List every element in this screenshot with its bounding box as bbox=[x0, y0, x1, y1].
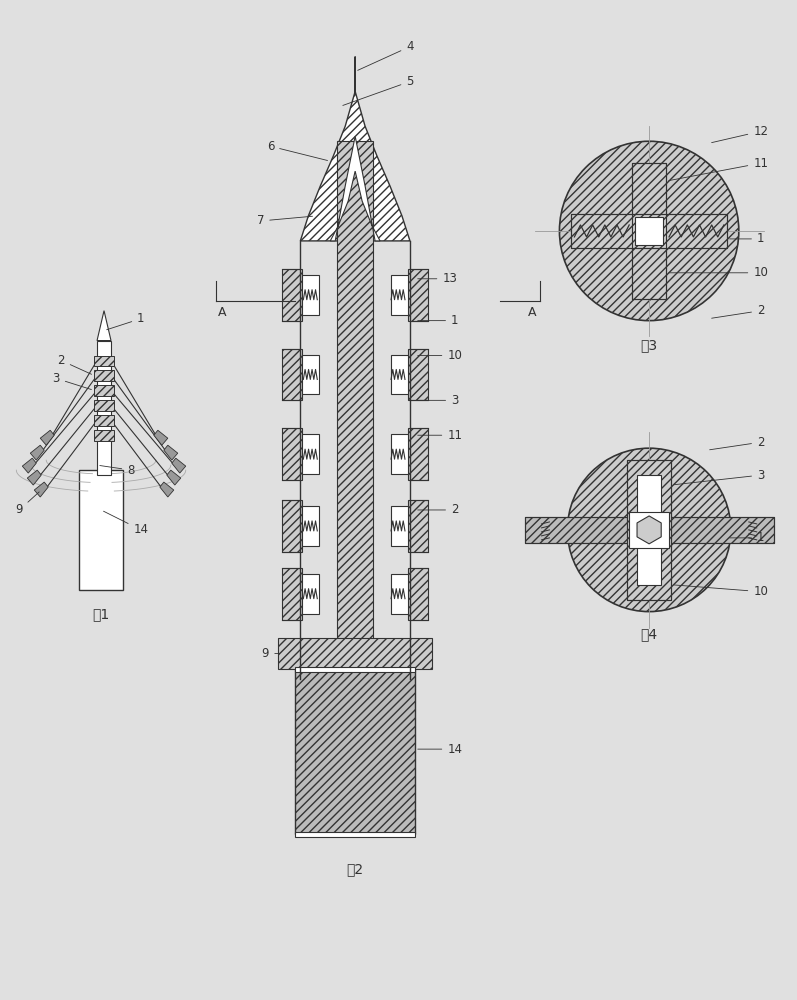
Polygon shape bbox=[154, 430, 168, 445]
Text: 7: 7 bbox=[257, 214, 312, 227]
Polygon shape bbox=[330, 136, 380, 241]
Bar bbox=[296, 669, 415, 834]
Polygon shape bbox=[30, 445, 45, 460]
Polygon shape bbox=[160, 482, 174, 497]
Bar bbox=[94, 430, 114, 441]
Polygon shape bbox=[167, 470, 181, 485]
Circle shape bbox=[567, 448, 731, 612]
Bar bbox=[637, 475, 661, 585]
Text: 8: 8 bbox=[100, 464, 135, 477]
Bar bbox=[408, 349, 428, 400]
Bar bbox=[282, 568, 302, 620]
Text: 1: 1 bbox=[729, 531, 764, 544]
Text: 图4: 图4 bbox=[641, 628, 658, 642]
Bar bbox=[302, 355, 320, 394]
Text: 2: 2 bbox=[418, 503, 458, 516]
Bar bbox=[94, 400, 114, 411]
Text: 14: 14 bbox=[104, 511, 148, 536]
Text: 3: 3 bbox=[673, 469, 764, 485]
Text: 13: 13 bbox=[418, 272, 457, 285]
Bar bbox=[635, 217, 663, 245]
Bar bbox=[337, 141, 373, 749]
Text: 3: 3 bbox=[418, 394, 458, 407]
Text: 图1: 图1 bbox=[92, 608, 110, 622]
Polygon shape bbox=[97, 311, 111, 341]
Bar bbox=[408, 568, 428, 620]
Text: 图3: 图3 bbox=[641, 339, 658, 353]
Text: 11: 11 bbox=[669, 157, 768, 181]
Text: 1: 1 bbox=[729, 232, 764, 245]
Bar bbox=[302, 574, 320, 614]
Bar bbox=[571, 214, 727, 248]
Text: 9: 9 bbox=[261, 647, 280, 660]
Bar bbox=[282, 500, 302, 552]
Bar bbox=[282, 269, 302, 321]
Text: 2: 2 bbox=[709, 436, 764, 450]
Text: 12: 12 bbox=[712, 125, 768, 143]
Text: 14: 14 bbox=[418, 743, 462, 756]
Bar bbox=[94, 385, 114, 396]
Bar bbox=[408, 428, 428, 480]
Bar bbox=[571, 214, 727, 248]
Bar bbox=[79, 470, 123, 590]
Bar bbox=[629, 512, 669, 548]
Text: 2: 2 bbox=[57, 354, 92, 374]
Text: 6: 6 bbox=[267, 140, 328, 161]
Bar bbox=[302, 506, 320, 546]
Bar bbox=[97, 341, 111, 475]
Bar bbox=[524, 517, 774, 543]
Text: 10: 10 bbox=[669, 266, 768, 279]
Polygon shape bbox=[27, 470, 41, 485]
Text: 11: 11 bbox=[418, 429, 462, 442]
Text: 10: 10 bbox=[673, 585, 768, 598]
Bar bbox=[408, 500, 428, 552]
Bar bbox=[94, 356, 114, 366]
Bar bbox=[302, 434, 320, 474]
Bar bbox=[391, 506, 408, 546]
Text: 3: 3 bbox=[53, 372, 92, 390]
Bar bbox=[282, 349, 302, 400]
Bar bbox=[94, 415, 114, 426]
Bar bbox=[302, 275, 320, 315]
Polygon shape bbox=[637, 516, 662, 544]
Text: A: A bbox=[528, 306, 537, 319]
Bar bbox=[94, 370, 114, 381]
Bar bbox=[296, 667, 415, 672]
Bar bbox=[632, 163, 666, 299]
Text: 9: 9 bbox=[16, 492, 39, 516]
Bar bbox=[391, 355, 408, 394]
Text: 图2: 图2 bbox=[347, 862, 363, 876]
Text: 4: 4 bbox=[358, 40, 414, 70]
Text: A: A bbox=[218, 306, 227, 319]
Text: 5: 5 bbox=[343, 75, 414, 105]
Circle shape bbox=[559, 141, 739, 321]
Bar bbox=[408, 269, 428, 321]
Text: 10: 10 bbox=[418, 349, 462, 362]
Text: 1: 1 bbox=[107, 312, 144, 330]
Bar bbox=[627, 460, 671, 600]
Bar bbox=[524, 517, 774, 543]
Bar bbox=[282, 428, 302, 480]
Bar bbox=[632, 163, 666, 299]
Polygon shape bbox=[300, 57, 410, 241]
Polygon shape bbox=[34, 482, 49, 497]
Polygon shape bbox=[22, 458, 37, 473]
Bar bbox=[627, 460, 671, 600]
Bar bbox=[391, 275, 408, 315]
Bar bbox=[391, 574, 408, 614]
Polygon shape bbox=[164, 445, 178, 460]
Polygon shape bbox=[41, 430, 54, 445]
Bar bbox=[391, 434, 408, 474]
Bar bbox=[278, 638, 432, 669]
Bar bbox=[296, 832, 415, 837]
Text: 2: 2 bbox=[712, 304, 764, 318]
Text: 1: 1 bbox=[418, 314, 458, 327]
Polygon shape bbox=[172, 458, 186, 473]
